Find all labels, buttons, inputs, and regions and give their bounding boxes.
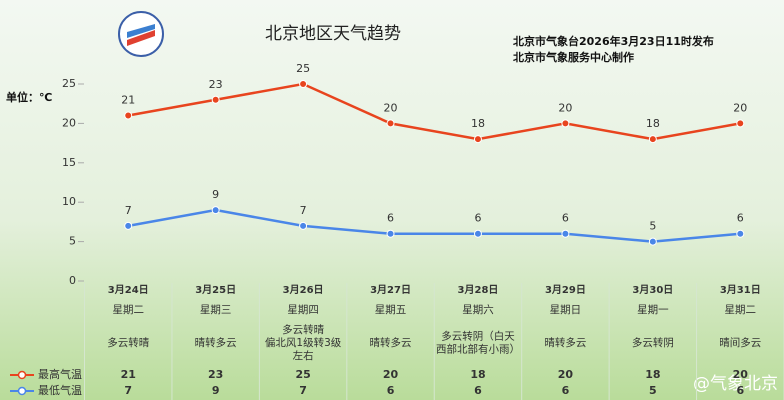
x-tick-label: 3月26日 bbox=[283, 284, 324, 296]
y-tick-label: 5 bbox=[69, 235, 76, 248]
weekday: 星期四 bbox=[287, 304, 319, 316]
point bbox=[124, 111, 133, 120]
table-value: 21 bbox=[121, 368, 136, 381]
point bbox=[736, 229, 745, 238]
data-label: 25 bbox=[296, 62, 310, 75]
point bbox=[386, 119, 395, 128]
y-tick-label: 20 bbox=[62, 116, 76, 129]
data-label: 20 bbox=[558, 101, 572, 114]
point bbox=[561, 119, 570, 128]
point bbox=[473, 229, 482, 238]
table-value: 20 bbox=[733, 368, 749, 381]
point bbox=[473, 135, 482, 144]
data-label: 7 bbox=[125, 204, 132, 217]
weekday: 星期三 bbox=[200, 304, 232, 316]
weekday: 星期一 bbox=[637, 304, 669, 316]
table-value: 6 bbox=[562, 384, 570, 397]
table-value: 6 bbox=[387, 384, 395, 397]
table-value: 20 bbox=[383, 368, 399, 381]
table-value: 18 bbox=[645, 368, 660, 381]
point bbox=[211, 206, 220, 215]
unit-label: 单位：℃ bbox=[6, 90, 52, 104]
table-value: 5 bbox=[649, 384, 657, 397]
data-label: 7 bbox=[300, 204, 307, 217]
data-label: 18 bbox=[471, 117, 485, 130]
point bbox=[299, 80, 308, 88]
table-value: 7 bbox=[124, 384, 132, 397]
table-value: 9 bbox=[212, 384, 220, 397]
x-tick-label: 3月25日 bbox=[195, 284, 236, 296]
point bbox=[124, 221, 133, 230]
point bbox=[648, 135, 657, 144]
data-label: 6 bbox=[474, 212, 481, 225]
point bbox=[648, 237, 657, 246]
y-tick-label: 0 bbox=[69, 274, 76, 287]
table-value: 7 bbox=[299, 384, 307, 397]
y-tick-label: 15 bbox=[62, 156, 76, 169]
weekday: 星期二 bbox=[112, 304, 144, 316]
weather: 西部北部有小雨） bbox=[436, 343, 520, 356]
legend-label: 最高气温 bbox=[38, 367, 82, 381]
logo bbox=[118, 11, 164, 57]
point bbox=[386, 229, 395, 238]
data-label: 20 bbox=[384, 101, 398, 114]
weather: 左右 bbox=[293, 349, 314, 362]
table-value: 23 bbox=[208, 368, 223, 381]
y-tick-label: 25 bbox=[62, 77, 76, 90]
data-label: 6 bbox=[387, 212, 394, 225]
series-line bbox=[127, 82, 741, 141]
data-label: 6 bbox=[737, 212, 744, 225]
x-tick-label: 3月30日 bbox=[632, 284, 673, 296]
data-label: 5 bbox=[649, 220, 656, 233]
legend-marker bbox=[17, 386, 27, 396]
chart-title: 北京地区天气趋势 bbox=[265, 24, 401, 44]
data-label: 6 bbox=[562, 212, 569, 225]
weather: 偏北风1级转3级 bbox=[265, 336, 342, 349]
table-value: 20 bbox=[558, 368, 574, 381]
weather: 晴转多云 bbox=[195, 336, 237, 349]
publisher: 北京市气象服务中心制作 bbox=[513, 50, 634, 64]
x-tick-label: 3月31日 bbox=[720, 284, 761, 296]
data-label: 20 bbox=[733, 101, 747, 114]
x-tick-label: 3月29日 bbox=[545, 284, 586, 296]
x-tick-label: 3月28日 bbox=[458, 284, 499, 296]
weekday: 星期六 bbox=[462, 304, 494, 316]
weekday: 星期日 bbox=[550, 304, 582, 316]
weather: 多云转晴 bbox=[107, 336, 149, 349]
data-label: 9 bbox=[212, 188, 219, 201]
table-value: 25 bbox=[295, 368, 310, 381]
weather: 多云转阴（白天 bbox=[441, 330, 515, 343]
weather: 多云转晴 bbox=[282, 323, 324, 336]
legend-label: 最低气温 bbox=[38, 383, 82, 397]
table-value: 6 bbox=[736, 384, 744, 397]
weather: 晴间多云 bbox=[719, 336, 761, 349]
point bbox=[736, 119, 745, 128]
publisher: 北京市气象台2026年3月23日11时发布 bbox=[513, 34, 714, 48]
data-label: 18 bbox=[646, 117, 660, 130]
weather: 晴转多云 bbox=[544, 336, 586, 349]
table-value: 6 bbox=[474, 384, 482, 397]
weekday: 星期五 bbox=[375, 304, 407, 316]
weather: 晴转多云 bbox=[370, 336, 412, 349]
x-tick-label: 3月24日 bbox=[108, 284, 149, 296]
series-line bbox=[127, 208, 741, 243]
watermark: @气象北京 bbox=[693, 374, 778, 394]
x-tick-label: 3月27日 bbox=[370, 284, 411, 296]
table-value: 18 bbox=[470, 368, 485, 381]
point bbox=[299, 221, 308, 230]
data-label: 21 bbox=[121, 94, 135, 107]
weekday: 星期二 bbox=[725, 304, 757, 316]
y-tick-label: 10 bbox=[62, 195, 76, 208]
data-label: 23 bbox=[209, 78, 223, 91]
legend-marker bbox=[17, 370, 27, 380]
point bbox=[211, 95, 220, 104]
weather: 多云转阴 bbox=[632, 336, 674, 349]
point bbox=[561, 229, 570, 238]
